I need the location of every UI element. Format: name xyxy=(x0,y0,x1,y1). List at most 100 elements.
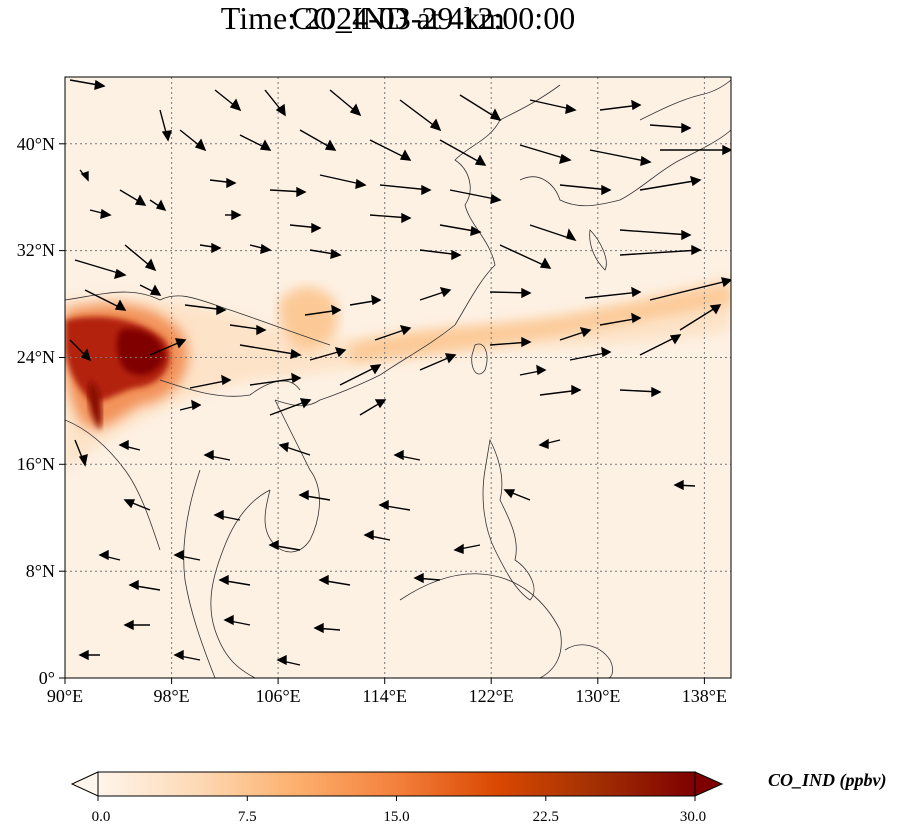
wind-arrow xyxy=(599,312,642,326)
wind-arrow xyxy=(203,449,231,461)
wind-arrow xyxy=(173,649,201,661)
lat-tick-label: 40°N xyxy=(17,134,55,154)
wind-arrow xyxy=(159,109,173,142)
wind-arrow xyxy=(519,144,572,165)
plume-peak xyxy=(116,328,165,375)
wind-arrow xyxy=(339,364,382,386)
wind-arrow xyxy=(289,222,322,234)
wind-arrow xyxy=(225,209,242,221)
wind-arrow xyxy=(199,242,222,254)
wind-arrow xyxy=(79,169,89,182)
wind-arrow xyxy=(69,339,92,362)
wind-arrow xyxy=(89,208,112,220)
wind-arrow xyxy=(529,99,577,115)
wind-arrow xyxy=(304,304,342,316)
plume-ocean-band xyxy=(350,285,731,362)
wind-arrow xyxy=(309,347,347,361)
malay-coast xyxy=(183,469,216,678)
wind-arrow xyxy=(184,304,227,316)
wind-arrow xyxy=(276,654,301,666)
lon-tick-label: 130°E xyxy=(575,686,620,706)
colorbar-label: CO_IND (ppbv) xyxy=(768,770,887,790)
wind-arrow xyxy=(74,439,88,467)
wind-arrow xyxy=(369,139,412,161)
wind-arrow xyxy=(359,399,387,416)
wind-arrow xyxy=(378,499,411,511)
wind-arrow xyxy=(98,549,121,561)
lon-tick-label: 98°E xyxy=(153,686,189,706)
wind-arrow xyxy=(379,184,432,196)
wind-arrow xyxy=(449,189,502,205)
wind-arrow xyxy=(503,489,531,501)
co-concentration-field xyxy=(65,275,731,470)
colorbar: 0.0 7.5 15.0 22.5 30.0 xyxy=(70,771,724,825)
wind-arrow xyxy=(189,374,232,389)
wind-arrow xyxy=(128,579,161,591)
philippines xyxy=(482,438,535,601)
colorbar-gradient xyxy=(97,771,696,797)
wind-arrow xyxy=(223,614,251,626)
wind-arrow xyxy=(559,184,612,196)
wind-arrow xyxy=(679,304,722,331)
wind-arrow xyxy=(268,539,301,551)
wind-arrow xyxy=(459,94,502,122)
wind-arrow xyxy=(453,543,481,555)
japan-north xyxy=(639,79,731,121)
wind-arrow xyxy=(419,353,457,371)
wind-arrow xyxy=(318,574,351,586)
wind-arrow xyxy=(179,129,207,152)
wind-arrow xyxy=(264,89,286,117)
vietnam-coast xyxy=(264,399,320,553)
wind-arrow xyxy=(218,574,251,586)
lon-tick-label: 90°E xyxy=(47,686,83,706)
wind-arrow xyxy=(269,398,312,416)
wind-arrow xyxy=(589,149,652,167)
wind-arrow xyxy=(439,139,487,166)
colorbar-tick-label: 22.5 xyxy=(533,809,559,825)
wind-arrow xyxy=(269,186,307,198)
colorbar-extend-min xyxy=(70,771,99,797)
lon-tick-label: 114°E xyxy=(362,686,407,706)
wind-arrow xyxy=(319,174,367,190)
china-east-coast xyxy=(454,84,561,326)
wind-arrow xyxy=(673,479,696,491)
thailand-gulf xyxy=(210,489,271,678)
colorbar-tick-label: 15.0 xyxy=(383,809,409,825)
borneo xyxy=(399,573,562,678)
wind-arrow xyxy=(149,338,187,356)
wind-arrow xyxy=(278,442,311,456)
wind-arrow xyxy=(298,489,331,501)
wind-arrow xyxy=(374,325,412,341)
wind-arrow xyxy=(439,224,482,237)
map-border xyxy=(64,76,732,679)
wind-arrow xyxy=(399,99,442,132)
wind-arrow xyxy=(529,224,577,242)
wind-arrow xyxy=(349,294,382,306)
wind-arrow xyxy=(139,284,162,296)
wind-arrow xyxy=(419,249,462,261)
sulawesi xyxy=(564,644,614,678)
wind-arrow xyxy=(539,384,582,396)
wind-arrow xyxy=(239,344,302,360)
wind-arrow xyxy=(313,622,341,634)
wind-arrow xyxy=(84,289,127,311)
wind-arrow xyxy=(649,122,692,134)
lat-tick-label: 24°N xyxy=(17,347,55,367)
map-area xyxy=(65,77,731,678)
wind-arrow xyxy=(619,229,692,241)
wind-arrow xyxy=(538,438,561,450)
lat-tick-label: 16°N xyxy=(17,454,55,474)
plume-source-tail xyxy=(88,380,102,430)
wind-arrow xyxy=(660,144,731,156)
ryukyu-kyushu xyxy=(589,229,607,271)
wind-arrow xyxy=(369,212,412,224)
map-title-line2: Time: 2024-03-29 12:00:00 xyxy=(220,0,576,36)
coastlines xyxy=(65,79,731,678)
wind-arrow xyxy=(173,549,201,561)
colorbar-tick-label: 7.5 xyxy=(238,809,257,825)
china-south-coast xyxy=(274,324,456,407)
wind-arrow xyxy=(249,372,302,386)
border-south xyxy=(159,379,301,397)
wind-vectors xyxy=(69,79,731,666)
